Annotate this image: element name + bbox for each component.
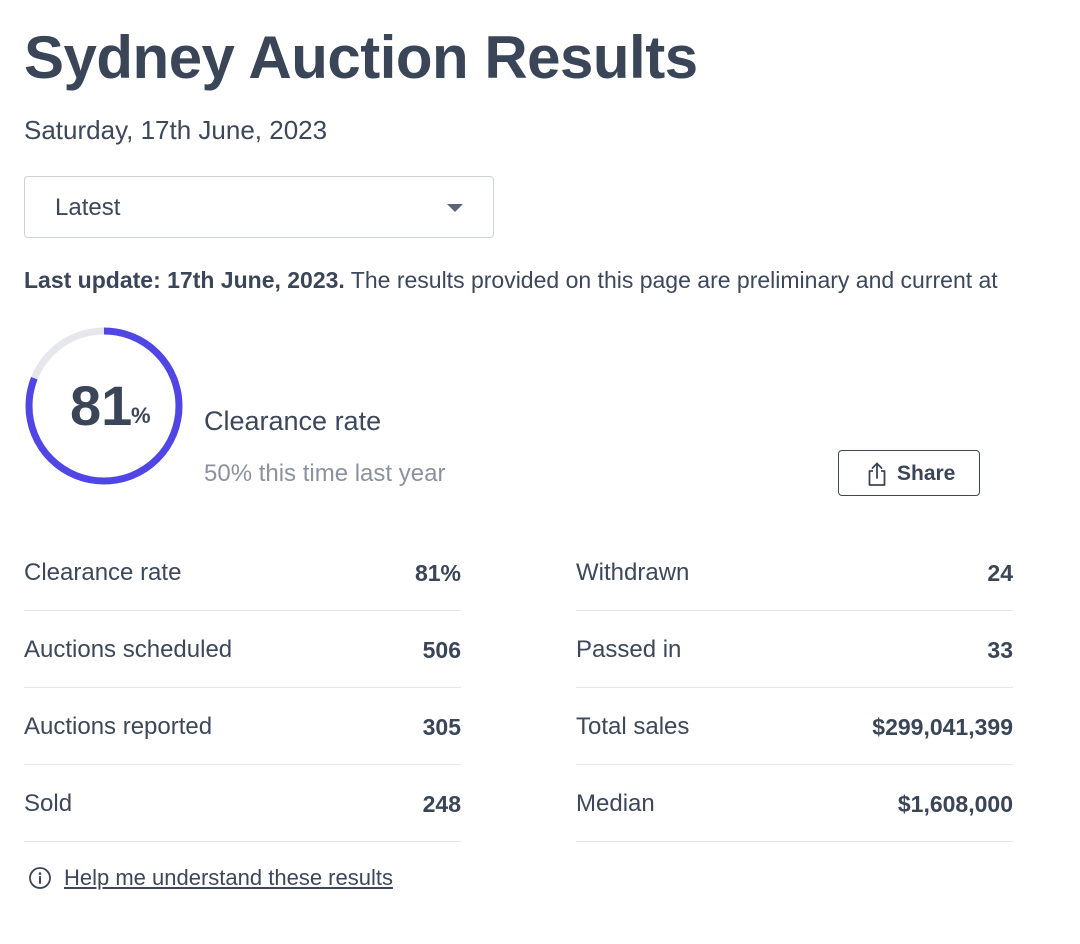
stat-value: 305 — [422, 714, 461, 740]
clearance-rate-ring — [25, 327, 183, 485]
stat-value: 248 — [422, 791, 461, 817]
results-period-select[interactable]: Latest — [24, 176, 494, 238]
stat-row: Passed in 33 — [576, 611, 1013, 688]
stat-value: $299,041,399 — [872, 714, 1013, 740]
stat-label: Auctions scheduled — [24, 636, 233, 663]
last-year-comparison: 50% this time last year — [204, 460, 446, 487]
clearance-rate-percent-sign: % — [131, 403, 151, 428]
stat-label: Median — [576, 790, 655, 817]
stats-table-right: Withdrawn 24 Passed in 33 Total sales $2… — [576, 534, 1013, 842]
share-label: Share — [897, 462, 956, 485]
stat-value: $1,608,000 — [897, 791, 1013, 817]
stat-row: Auctions scheduled 506 — [24, 611, 461, 688]
stat-value: 33 — [987, 637, 1013, 663]
chevron-down-icon — [447, 204, 463, 212]
stat-label: Withdrawn — [576, 559, 690, 586]
info-icon — [29, 867, 51, 889]
stat-value: 506 — [422, 637, 461, 663]
stat-row: Sold 248 — [24, 765, 461, 842]
stats-table-left: Clearance rate 81% Auctions scheduled 50… — [24, 534, 461, 842]
stat-label: Passed in — [576, 636, 682, 663]
stat-row: Clearance rate 81% — [24, 534, 461, 611]
stat-label: Total sales — [576, 713, 690, 740]
stat-row: Withdrawn 24 — [576, 534, 1013, 611]
page-title: Sydney Auction Results — [24, 24, 698, 91]
stat-row: Total sales $299,041,399 — [576, 688, 1013, 765]
ring-progress — [25, 327, 183, 485]
stat-value: 81% — [414, 560, 461, 586]
auction-date: Saturday, 17th June, 2023 — [24, 115, 328, 145]
clearance-rate-number: 81 — [70, 374, 133, 437]
select-value: Latest — [55, 194, 121, 221]
stat-label: Auctions reported — [24, 713, 213, 740]
last-update-text: The results provided on this page are pr… — [344, 267, 998, 293]
share-button[interactable]: Share — [838, 450, 980, 496]
share-icon — [868, 462, 886, 486]
last-update-notice: Last update: 17th June, 2023. The result… — [24, 264, 1080, 296]
last-update-date: Last update: 17th June, 2023. — [24, 267, 345, 293]
stat-label: Clearance rate — [24, 559, 182, 586]
stat-label: Sold — [24, 790, 73, 817]
stat-row: Auctions reported 305 — [24, 688, 461, 765]
stat-row: Median $1,608,000 — [576, 765, 1013, 842]
stat-value: 24 — [987, 560, 1013, 586]
help-understand-results-link[interactable]: Help me understand these results — [64, 865, 393, 890]
clearance-rate-label: Clearance rate — [204, 406, 382, 436]
